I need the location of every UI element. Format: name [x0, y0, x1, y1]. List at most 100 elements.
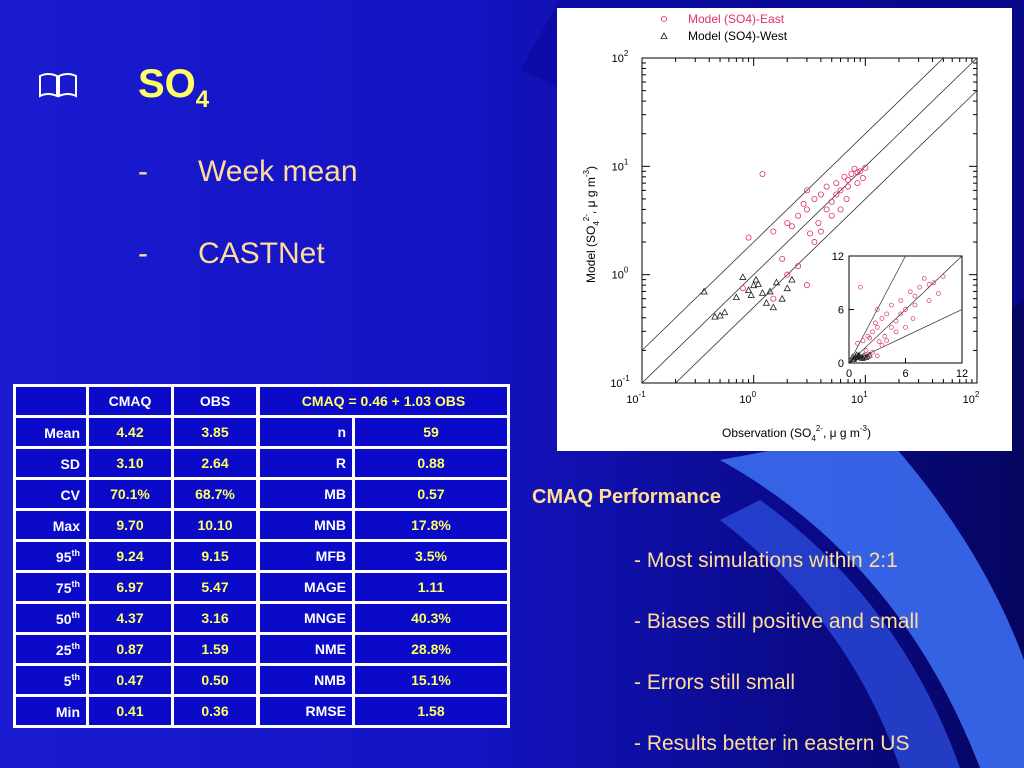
legend-label: Model (SO4)-West [688, 29, 788, 43]
east-point [845, 176, 852, 183]
east-point [817, 228, 824, 235]
west-point [739, 273, 747, 280]
legend-west-marker [660, 32, 668, 39]
performance-item: - Errors still small [634, 671, 795, 694]
ref-line-2-1 [642, 58, 944, 351]
inset-east-point [874, 353, 880, 359]
metrics-row: MB 0.57 [260, 480, 507, 508]
inset-east-point [873, 320, 878, 326]
east-point [811, 239, 818, 246]
inset-east-point [889, 324, 894, 330]
inset-east-point [884, 311, 890, 317]
inset-x-tick-label: 6 [902, 368, 908, 380]
stats-header-cmaq: CMAQ [89, 387, 171, 415]
stats-obs-value: 2.64 [174, 449, 256, 477]
x-tick-label: 102 [963, 390, 980, 406]
east-point [841, 173, 848, 180]
stats-row-label: Min [16, 697, 86, 725]
stats-obs-value: 10.10 [174, 511, 256, 539]
stats-row: CV 70.1% 68.7% [16, 480, 256, 508]
performance-item: - Most simulations within 2:1 [634, 549, 898, 572]
stats-obs-value: 5.47 [174, 573, 256, 601]
metric-label: MB [260, 480, 352, 508]
east-point [845, 183, 852, 190]
east-point [828, 198, 835, 205]
inset-east-point [898, 298, 904, 303]
bullet-week-mean: - Week mean [138, 155, 358, 188]
ref-line-1-2 [675, 90, 977, 383]
west-point [758, 288, 767, 296]
inset-east-point [903, 307, 908, 312]
east-point [859, 175, 866, 182]
y-tick-label: 100 [612, 266, 629, 282]
x-axis-label: Observation (SO42-, μ g m-3) [722, 424, 871, 443]
ref-line-1-1 [642, 58, 977, 383]
east-point [788, 223, 795, 230]
stats-cmaq-value: 6.97 [89, 573, 171, 601]
stats-row-label: Max [16, 511, 86, 539]
east-point [854, 169, 861, 176]
metrics-row: NME 28.8% [260, 635, 507, 663]
east-point [803, 206, 810, 213]
metrics-equation-row: CMAQ = 0.46 + 1.03 OBS [260, 387, 507, 415]
stats-obs-value: 3.16 [174, 604, 256, 632]
inset-east-point [870, 329, 875, 335]
open-book-icon [39, 73, 77, 98]
metrics-row: MNGE 40.3% [260, 604, 507, 632]
stats-row: SD 3.10 2.64 [16, 449, 256, 477]
metric-label: NMB [260, 666, 352, 694]
metric-value: 3.5% [355, 542, 507, 570]
inset-east-point [921, 275, 927, 281]
x-tick-label: 10-1 [626, 390, 646, 406]
west-point [732, 293, 741, 301]
east-point [779, 255, 786, 262]
inset-east-point [898, 311, 904, 317]
inset-east-point [917, 284, 922, 290]
east-point [745, 234, 752, 241]
metric-value: 17.8% [355, 511, 507, 539]
stats-obs-value: 0.36 [174, 697, 256, 725]
inset-east-point [907, 289, 913, 295]
east-point [803, 187, 810, 194]
stats-row: 50th 4.37 3.16 [16, 604, 256, 632]
west-point [716, 311, 724, 319]
y-tick-label: 10-1 [610, 374, 630, 390]
west-point [744, 286, 753, 294]
stats-cmaq-value: 70.1% [89, 480, 171, 508]
bullet-castnet: - CASTNet [138, 237, 325, 270]
east-point [837, 206, 844, 213]
stats-row: Max 9.70 10.10 [16, 511, 256, 539]
east-point [807, 230, 814, 237]
stats-row: 95th 9.24 9.15 [16, 542, 256, 570]
stats-corner-cell [16, 387, 86, 415]
west-point [778, 294, 786, 302]
inset-east-point [867, 335, 873, 341]
stats-header-row: CMAQ OBS [16, 387, 256, 415]
metric-label: MNGE [260, 604, 352, 632]
inset-east-point [926, 282, 932, 287]
stats-row-label: SD [16, 449, 86, 477]
stats-row-label: 25th [16, 635, 86, 663]
stats-row: 75th 6.97 5.47 [16, 573, 256, 601]
stats-cmaq-value: 0.47 [89, 666, 171, 694]
metric-label: MNB [260, 511, 352, 539]
inset-east-point [910, 316, 916, 321]
east-point [851, 165, 858, 172]
metrics-row: MAGE 1.11 [260, 573, 507, 601]
east-point [823, 183, 830, 190]
metrics-row: MNB 17.8% [260, 511, 507, 539]
y-axis-label: Model (SO42-, μ g m-3) [582, 166, 601, 283]
metric-value: 40.3% [355, 604, 507, 632]
x-tick-label: 101 [851, 390, 868, 406]
west-point [754, 280, 762, 287]
west-point [752, 275, 760, 283]
stats-row: 25th 0.87 1.59 [16, 635, 256, 663]
metric-value: 28.8% [355, 635, 507, 663]
stats-obs-value: 1.59 [174, 635, 256, 663]
inset-west-point [854, 353, 862, 360]
stats-row-label: 95th [16, 542, 86, 570]
regression-equation: CMAQ = 0.46 + 1.03 OBS [260, 387, 507, 415]
inset-east-point [940, 274, 946, 279]
metrics-row: RMSE 1.58 [260, 697, 507, 725]
east-point [739, 285, 746, 292]
